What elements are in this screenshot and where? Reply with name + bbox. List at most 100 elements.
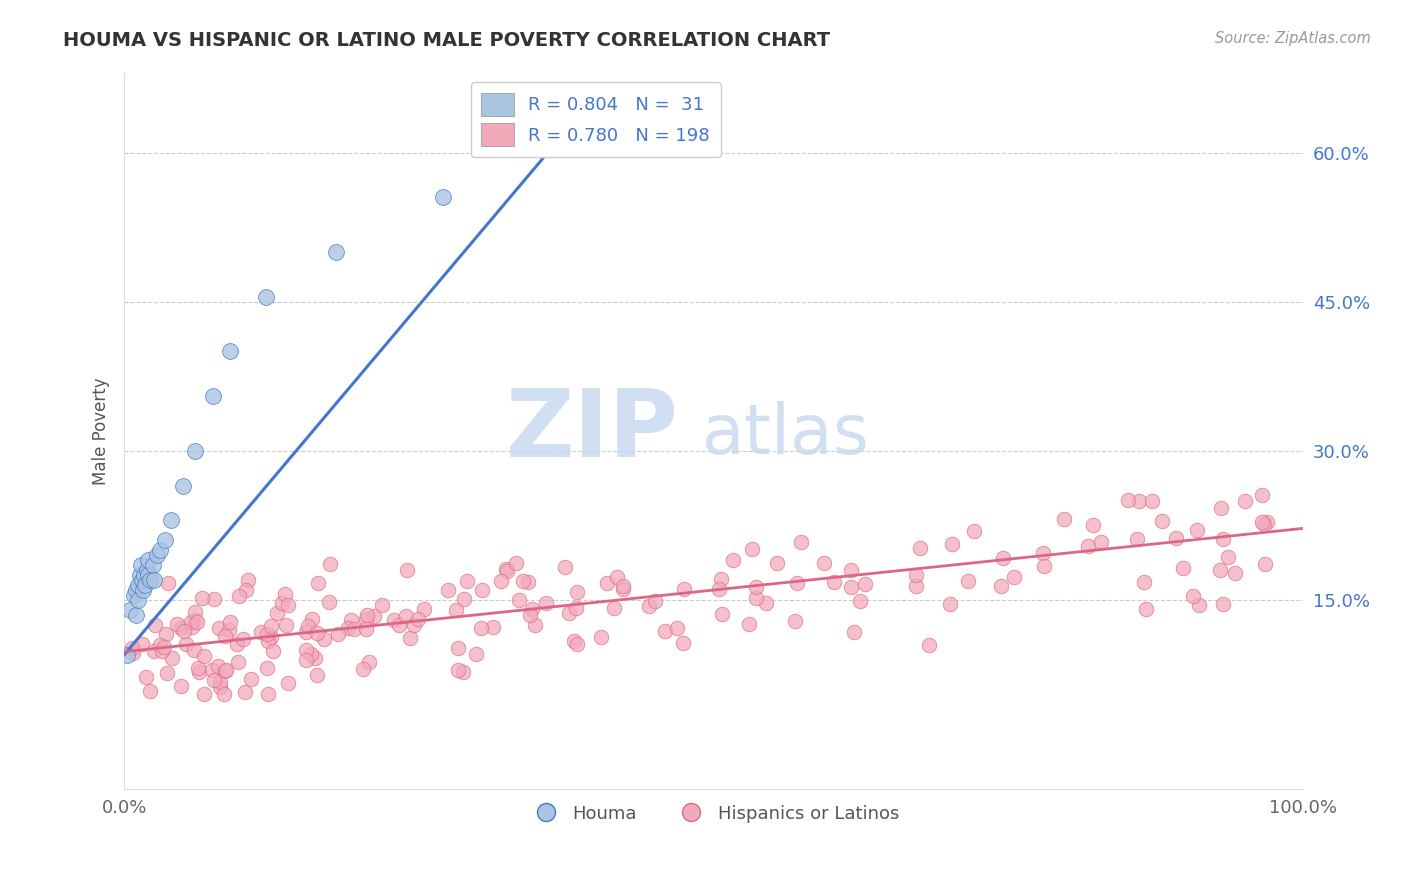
Point bbox=[644, 593, 666, 607]
Point bbox=[520, 601, 543, 615]
Point bbox=[166, 617, 188, 632]
Point bbox=[228, 655, 250, 669]
Point bbox=[1212, 597, 1234, 611]
Point bbox=[1140, 494, 1163, 508]
Point bbox=[129, 558, 152, 573]
Point bbox=[918, 638, 941, 652]
Point bbox=[208, 621, 231, 635]
Point bbox=[765, 557, 787, 571]
Point bbox=[672, 582, 695, 596]
Point bbox=[256, 661, 278, 675]
Point bbox=[354, 622, 377, 636]
Point bbox=[738, 617, 761, 632]
Point bbox=[136, 568, 159, 582]
Point bbox=[1188, 598, 1211, 612]
Point bbox=[254, 290, 277, 304]
Point bbox=[214, 664, 236, 678]
Point bbox=[612, 582, 634, 596]
Point bbox=[1033, 558, 1056, 573]
Point bbox=[591, 630, 613, 644]
Point bbox=[453, 591, 475, 606]
Point bbox=[143, 617, 166, 632]
Point bbox=[841, 563, 863, 577]
Point bbox=[135, 670, 157, 684]
Point bbox=[603, 601, 626, 615]
Point bbox=[143, 643, 166, 657]
Point bbox=[142, 573, 165, 587]
Point bbox=[299, 647, 322, 661]
Point bbox=[170, 621, 193, 635]
Point bbox=[122, 588, 145, 602]
Point bbox=[191, 591, 214, 605]
Point bbox=[120, 603, 142, 617]
Point bbox=[184, 613, 207, 627]
Point bbox=[395, 608, 418, 623]
Point bbox=[745, 580, 768, 594]
Point bbox=[1150, 514, 1173, 528]
Point bbox=[202, 592, 225, 607]
Point bbox=[228, 589, 250, 603]
Point bbox=[839, 580, 862, 594]
Point bbox=[1256, 515, 1278, 529]
Point bbox=[491, 574, 513, 589]
Point bbox=[193, 648, 215, 663]
Point bbox=[665, 621, 688, 635]
Point bbox=[156, 575, 179, 590]
Point bbox=[149, 543, 172, 558]
Point bbox=[257, 688, 280, 702]
Point bbox=[849, 594, 872, 608]
Point bbox=[941, 536, 963, 550]
Point bbox=[707, 582, 730, 596]
Point bbox=[1254, 557, 1277, 571]
Point bbox=[352, 662, 374, 676]
Point bbox=[115, 648, 138, 662]
Point bbox=[153, 640, 176, 654]
Point bbox=[436, 582, 458, 597]
Point bbox=[1002, 570, 1025, 584]
Point bbox=[301, 612, 323, 626]
Point bbox=[356, 608, 378, 623]
Point bbox=[180, 620, 202, 634]
Point bbox=[371, 598, 394, 612]
Point bbox=[150, 644, 173, 658]
Point bbox=[326, 626, 349, 640]
Point bbox=[783, 614, 806, 628]
Point bbox=[260, 630, 283, 644]
Point bbox=[132, 582, 155, 597]
Point bbox=[250, 624, 273, 639]
Point bbox=[262, 644, 284, 658]
Point bbox=[1223, 566, 1246, 580]
Point bbox=[214, 628, 236, 642]
Point bbox=[186, 615, 208, 629]
Point bbox=[672, 636, 695, 650]
Point bbox=[184, 443, 207, 458]
Point bbox=[1126, 532, 1149, 546]
Point bbox=[134, 578, 156, 592]
Point bbox=[236, 573, 259, 587]
Point bbox=[512, 574, 534, 588]
Point bbox=[202, 673, 225, 687]
Point bbox=[131, 637, 153, 651]
Point bbox=[382, 613, 405, 627]
Point bbox=[721, 552, 744, 566]
Point bbox=[357, 656, 380, 670]
Point bbox=[465, 648, 488, 662]
Point bbox=[208, 681, 231, 695]
Point bbox=[188, 665, 211, 679]
Point bbox=[200, 663, 222, 677]
Point bbox=[170, 679, 193, 693]
Point bbox=[710, 572, 733, 586]
Point bbox=[1135, 601, 1157, 615]
Point bbox=[274, 586, 297, 600]
Point bbox=[446, 641, 468, 656]
Point bbox=[135, 563, 157, 577]
Point bbox=[516, 574, 538, 589]
Point bbox=[905, 568, 928, 582]
Point bbox=[277, 599, 299, 613]
Point bbox=[256, 634, 278, 648]
Point bbox=[307, 575, 329, 590]
Point bbox=[139, 573, 162, 587]
Point bbox=[160, 513, 183, 527]
Point bbox=[471, 582, 494, 597]
Point bbox=[853, 577, 876, 591]
